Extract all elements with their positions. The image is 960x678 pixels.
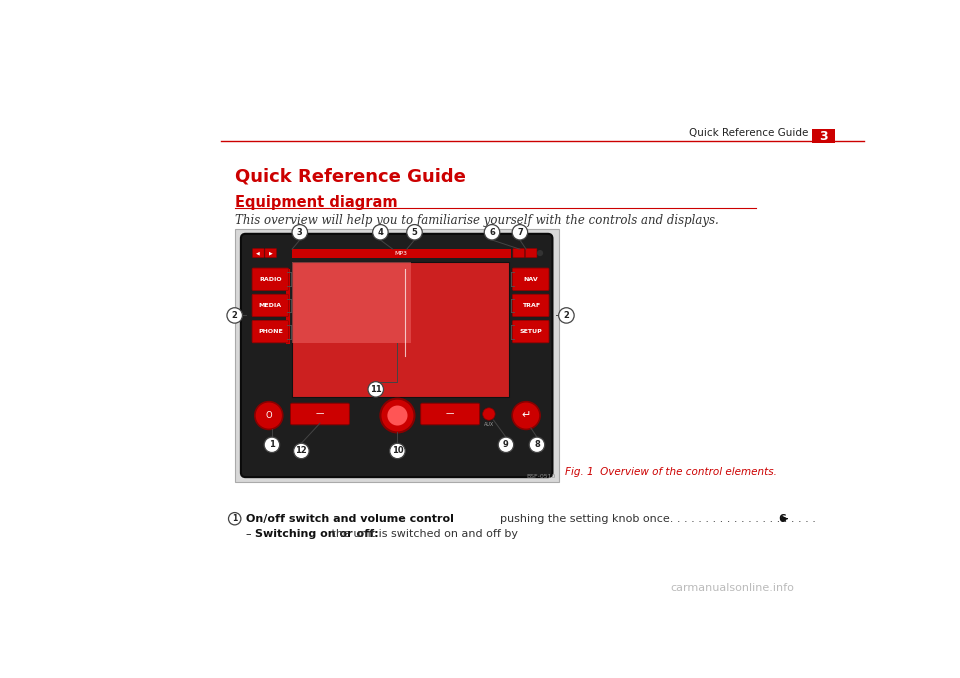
Text: 3: 3 (820, 129, 828, 142)
Text: On/off switch and volume control: On/off switch and volume control (246, 514, 453, 523)
Text: carmanualsonline.info: carmanualsonline.info (670, 583, 794, 593)
FancyBboxPatch shape (241, 234, 552, 477)
Text: 2: 2 (231, 311, 238, 320)
FancyBboxPatch shape (812, 129, 835, 143)
Text: Quick Reference Guide: Quick Reference Guide (689, 128, 808, 138)
Text: AUX: AUX (484, 422, 494, 427)
Circle shape (512, 224, 528, 240)
Text: 6: 6 (778, 514, 786, 523)
Text: 12: 12 (296, 446, 307, 456)
FancyBboxPatch shape (252, 248, 264, 258)
FancyBboxPatch shape (513, 268, 549, 290)
Text: Switching on or off:: Switching on or off: (254, 529, 378, 539)
Text: 4: 4 (377, 228, 383, 237)
Circle shape (407, 224, 422, 240)
Text: PHONE: PHONE (258, 329, 283, 334)
Circle shape (529, 437, 544, 452)
Text: 8: 8 (534, 440, 540, 450)
Text: 11: 11 (370, 385, 382, 394)
Text: pushing the setting knob once. . . . . . . . . . . . . . . . . . . . .: pushing the setting knob once. . . . . .… (500, 514, 816, 523)
Circle shape (380, 399, 415, 433)
Text: Quick Reference Guide: Quick Reference Guide (234, 167, 466, 186)
Circle shape (227, 308, 243, 323)
Circle shape (388, 405, 408, 426)
Text: the unit is switched on and off by: the unit is switched on and off by (328, 529, 518, 539)
Bar (292, 262, 509, 397)
FancyBboxPatch shape (252, 321, 289, 343)
Text: BSF-0510: BSF-0510 (526, 474, 556, 479)
FancyBboxPatch shape (265, 248, 276, 258)
Text: 6: 6 (489, 228, 495, 237)
FancyBboxPatch shape (252, 268, 289, 290)
FancyBboxPatch shape (513, 321, 549, 343)
Text: 3: 3 (297, 228, 302, 237)
Circle shape (264, 437, 279, 452)
Text: 10: 10 (392, 446, 403, 456)
Circle shape (228, 513, 241, 525)
Bar (286, 269, 290, 344)
Text: O: O (266, 411, 272, 420)
Circle shape (368, 382, 383, 397)
Circle shape (483, 408, 495, 420)
Circle shape (498, 437, 514, 452)
Text: ◀: ◀ (256, 251, 260, 256)
FancyBboxPatch shape (525, 248, 537, 258)
Circle shape (292, 224, 307, 240)
Text: MP3: MP3 (395, 252, 408, 256)
Bar (292, 250, 511, 258)
Text: Fig. 1  Overview of the control elements.: Fig. 1 Overview of the control elements. (564, 467, 777, 477)
FancyBboxPatch shape (513, 248, 524, 258)
Text: TRAF: TRAF (521, 303, 540, 308)
Text: SETUP: SETUP (519, 329, 542, 334)
Text: ▶: ▶ (269, 251, 273, 256)
Circle shape (512, 401, 540, 429)
Text: —: — (446, 410, 454, 418)
Text: MEDIA: MEDIA (259, 303, 282, 308)
FancyBboxPatch shape (252, 294, 289, 317)
Text: –: – (246, 529, 252, 539)
Text: 5: 5 (412, 228, 418, 237)
Text: 1: 1 (232, 514, 237, 523)
Text: This overview will help you to familiarise yourself with the controls and displa: This overview will help you to familiari… (234, 214, 718, 227)
Text: 9: 9 (503, 440, 509, 450)
Circle shape (372, 224, 388, 240)
FancyBboxPatch shape (513, 294, 549, 317)
Circle shape (294, 443, 309, 458)
FancyBboxPatch shape (291, 403, 349, 425)
Text: 2: 2 (564, 311, 569, 320)
Circle shape (254, 401, 283, 429)
Circle shape (390, 443, 405, 458)
Text: 1: 1 (269, 440, 275, 450)
FancyBboxPatch shape (420, 403, 480, 425)
Circle shape (559, 308, 574, 323)
Text: —: — (316, 410, 324, 418)
Text: Equipment diagram: Equipment diagram (234, 195, 397, 210)
Bar (234, 229, 559, 482)
Text: 7: 7 (517, 228, 523, 237)
Text: RADIO: RADIO (259, 277, 281, 282)
Text: ↵: ↵ (521, 411, 531, 420)
Text: NAV: NAV (523, 277, 539, 282)
Bar (292, 262, 412, 343)
Circle shape (537, 250, 543, 256)
Circle shape (484, 224, 500, 240)
